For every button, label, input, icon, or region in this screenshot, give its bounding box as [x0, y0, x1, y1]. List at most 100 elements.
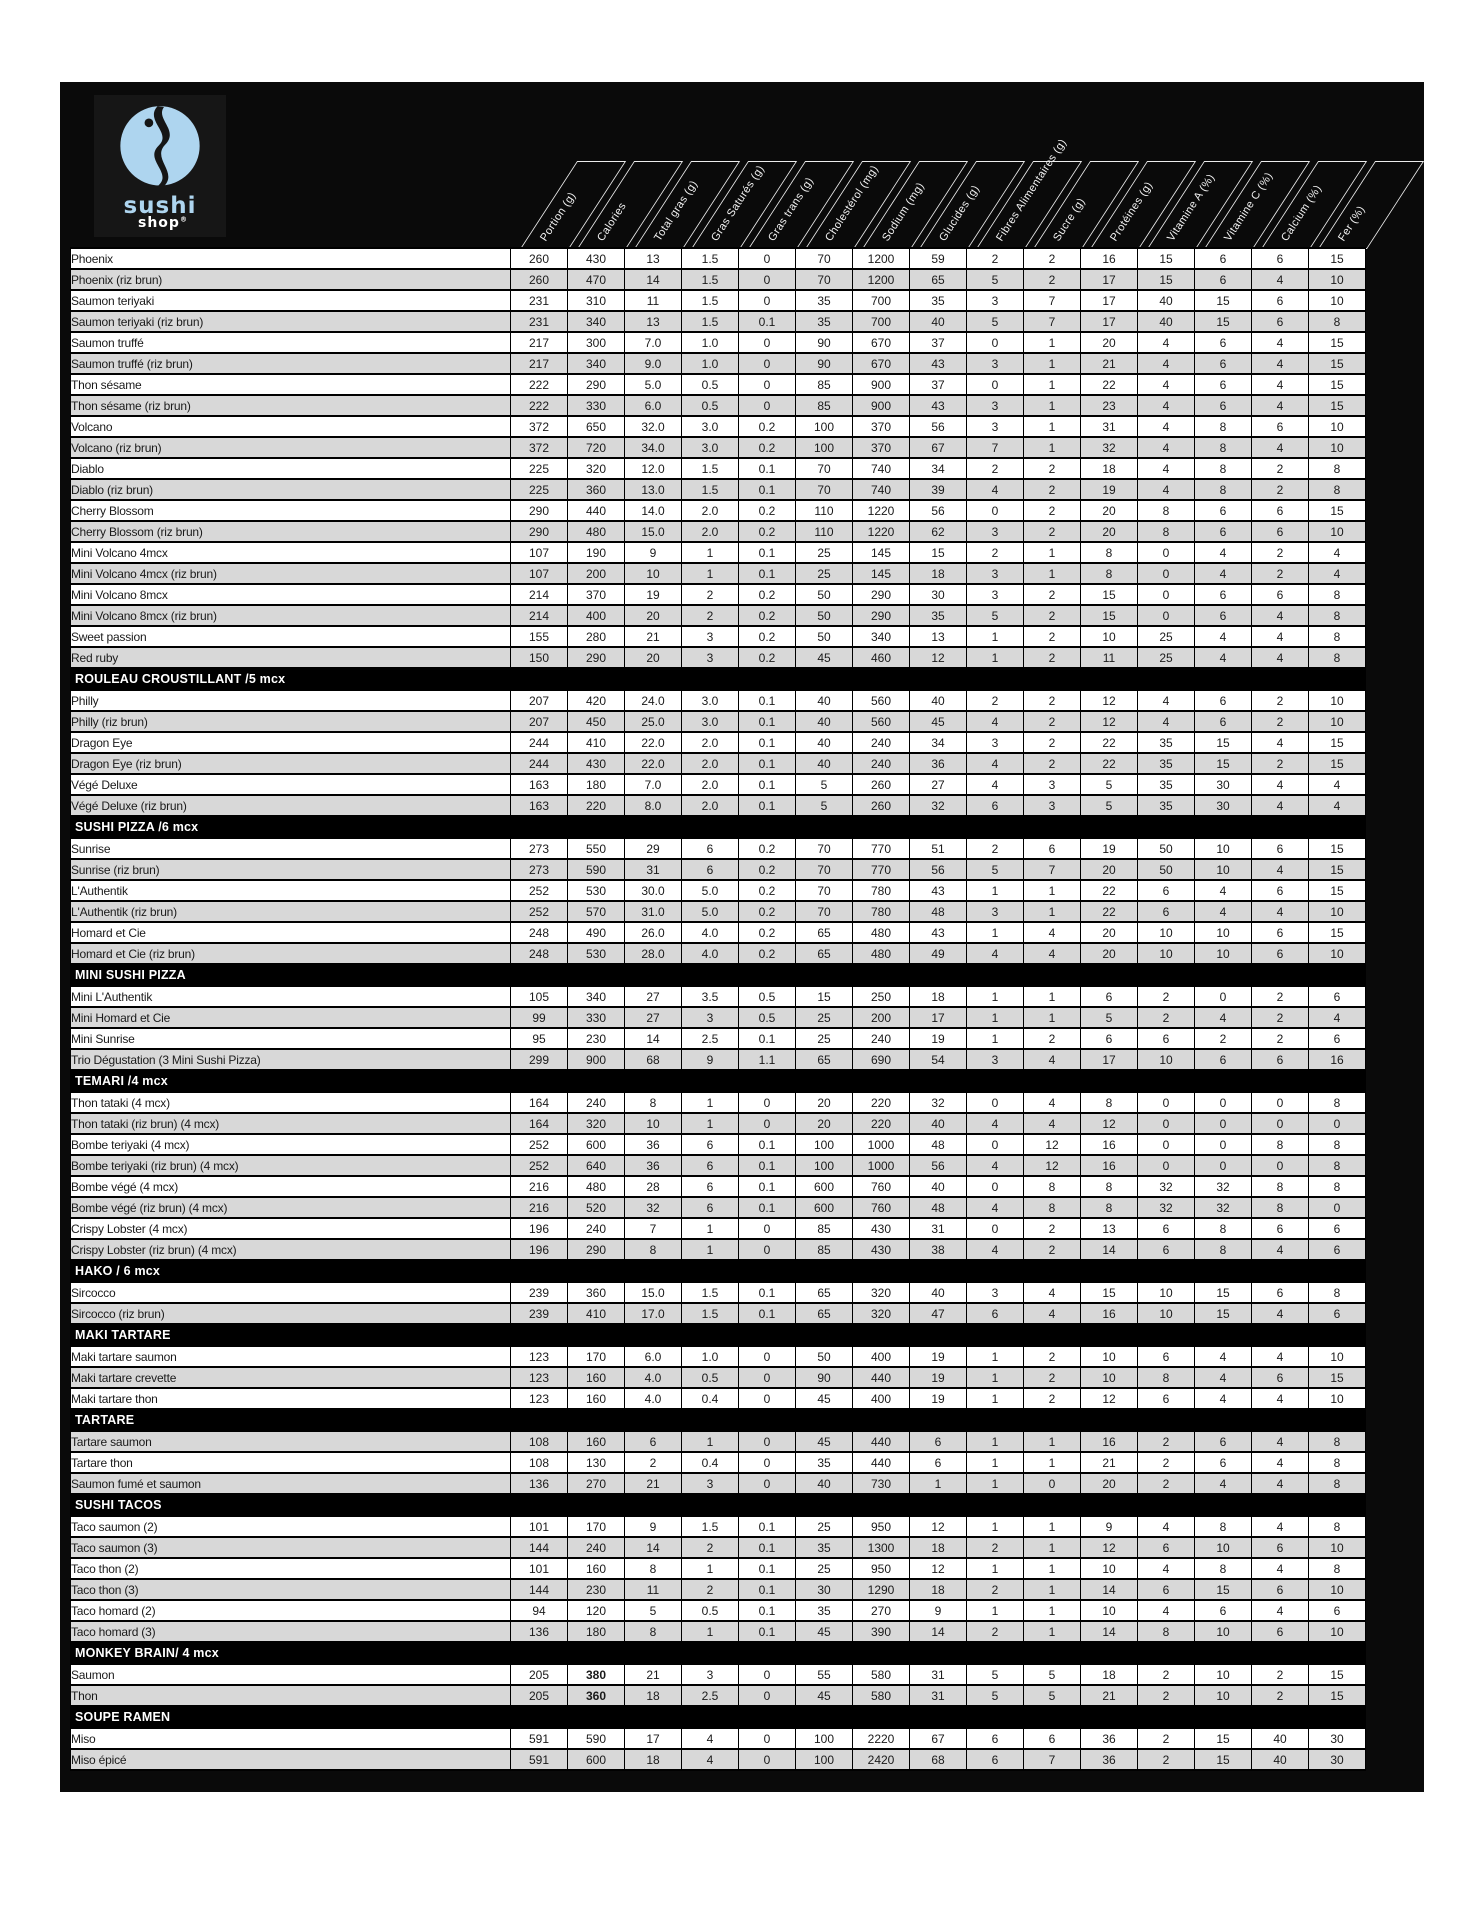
nutrition-value: 1	[1023, 352, 1081, 375]
nutrition-value: 14.0	[624, 499, 682, 522]
nutrition-value: 6	[1137, 879, 1195, 902]
nutrition-value: 3	[966, 520, 1024, 543]
nutrition-value: 2	[1023, 1366, 1081, 1389]
nutrition-value: 2	[1251, 541, 1309, 564]
nutrition-value: 770	[852, 858, 910, 881]
nutrition-value: 10	[1308, 289, 1366, 312]
nutrition-value: 450	[567, 710, 625, 733]
nutrition-value: 0	[738, 247, 796, 270]
nutrition-value: 0	[738, 1727, 796, 1750]
nutrition-value: 900	[852, 373, 910, 396]
nutrition-value: 18	[1080, 457, 1138, 480]
nutrition-value: 15	[1308, 921, 1366, 944]
nutrition-value: 520	[567, 1196, 625, 1219]
nutrition-value: 4	[1251, 1238, 1309, 1261]
nutrition-value: 31	[624, 858, 682, 881]
nutrition-value: 21	[624, 1472, 682, 1495]
nutrition-value: 670	[852, 352, 910, 375]
nutrition-value: 0.1	[738, 1302, 796, 1325]
nutrition-value: 0.1	[738, 1281, 796, 1304]
nutrition-value: 6	[1137, 1217, 1195, 1240]
nutrition-value: 0.1	[738, 457, 796, 480]
nutrition-value: 260	[510, 247, 568, 270]
nutrition-value: 2	[1137, 1748, 1195, 1771]
nutrition-value: 35	[1137, 773, 1195, 796]
nutrition-value: 6	[1137, 1536, 1195, 1559]
nutrition-value: 1	[966, 1430, 1024, 1453]
nutrition-value: 4.0	[681, 921, 739, 944]
section-header-row: TEMARI /4 mcx	[70, 1069, 1366, 1093]
nutrition-value: 0	[738, 1366, 796, 1389]
nutrition-value: 2	[1251, 1006, 1309, 1029]
nutrition-value: 15	[1308, 1366, 1366, 1389]
nutrition-value: 107	[510, 541, 568, 564]
nutrition-value: 15	[1308, 1663, 1366, 1686]
nutrition-value: 18	[909, 1536, 967, 1559]
nutrition-value: 14	[909, 1620, 967, 1643]
nutrition-value: 4	[1023, 1112, 1081, 1135]
nutrition-value: 15.0	[624, 1281, 682, 1304]
nutrition-value: 6	[1194, 1048, 1252, 1071]
nutrition-value: 10	[1137, 942, 1195, 965]
nutrition-value: 2	[681, 583, 739, 606]
nutrition-value: 0.2	[738, 625, 796, 648]
nutrition-value: 290	[567, 373, 625, 396]
nutrition-value: 340	[567, 352, 625, 375]
nutrition-value: 6	[1080, 985, 1138, 1008]
nutrition-value: 270	[567, 1472, 625, 1495]
nutrition-value: 8	[1080, 541, 1138, 564]
nutrition-value: 7	[1023, 310, 1081, 333]
nutrition-value: 690	[852, 1048, 910, 1071]
nutrition-value: 0.5	[681, 373, 739, 396]
nutrition-value: 1	[966, 625, 1024, 648]
nutrition-value: 5	[1023, 1663, 1081, 1686]
nutrition-value: 273	[510, 858, 568, 881]
nutrition-value: 30	[1194, 794, 1252, 817]
nutrition-value: 2	[1137, 985, 1195, 1008]
row-name: Saumon teriyaki (riz brun)	[70, 310, 511, 333]
nutrition-value: 1	[681, 1430, 739, 1453]
nutrition-value: 6	[1251, 942, 1309, 965]
nutrition-value: 20	[1080, 499, 1138, 522]
nutrition-value: 2	[966, 541, 1024, 564]
nutrition-value: 28	[624, 1175, 682, 1198]
nutrition-value: 25	[1137, 625, 1195, 648]
nutrition-value: 35	[1137, 752, 1195, 775]
nutrition-value: 8	[1137, 520, 1195, 543]
nutrition-value: 10	[1308, 415, 1366, 438]
nutrition-value: 1	[966, 1599, 1024, 1622]
nutrition-value: 4	[1251, 394, 1309, 417]
nutrition-value: 4	[966, 710, 1024, 733]
row-name: Tartare thon	[70, 1451, 511, 1474]
nutrition-value: 9.0	[624, 352, 682, 375]
nutrition-value: 49	[909, 942, 967, 965]
nutrition-value: 22	[1080, 731, 1138, 754]
nutrition-value: 8	[1194, 436, 1252, 459]
nutrition-value: 248	[510, 942, 568, 965]
nutrition-value: 4	[1137, 373, 1195, 396]
nutrition-value: 145	[852, 541, 910, 564]
nutrition-value: 6	[1251, 1620, 1309, 1643]
nutrition-value: 4	[1251, 331, 1309, 354]
nutrition-value: 591	[510, 1748, 568, 1771]
nutrition-value: 420	[567, 689, 625, 712]
nutrition-value: 4	[1251, 1345, 1309, 1368]
nutrition-value: 10	[1080, 1366, 1138, 1389]
row-name: Thon tataki (riz brun) (4 mcx)	[70, 1112, 511, 1135]
nutrition-value: 380	[567, 1663, 625, 1686]
nutrition-value: 2	[1251, 478, 1309, 501]
nutrition-value: 38	[909, 1238, 967, 1261]
nutrition-value: 25.0	[624, 710, 682, 733]
nutrition-value: 10	[1194, 1663, 1252, 1686]
section-title: SUSHI TACOS	[70, 1493, 1366, 1517]
nutrition-value: 6	[1251, 879, 1309, 902]
nutrition-value: 430	[852, 1238, 910, 1261]
nutrition-value: 6	[966, 1748, 1024, 1771]
nutrition-value: 4	[1194, 1366, 1252, 1389]
nutrition-value: 3.0	[681, 415, 739, 438]
nutrition-value: 5	[966, 310, 1024, 333]
nutrition-value: 1	[966, 1515, 1024, 1538]
nutrition-value: 6	[1194, 331, 1252, 354]
nutrition-value: 0	[966, 1091, 1024, 1114]
nutrition-value: 22.0	[624, 731, 682, 754]
